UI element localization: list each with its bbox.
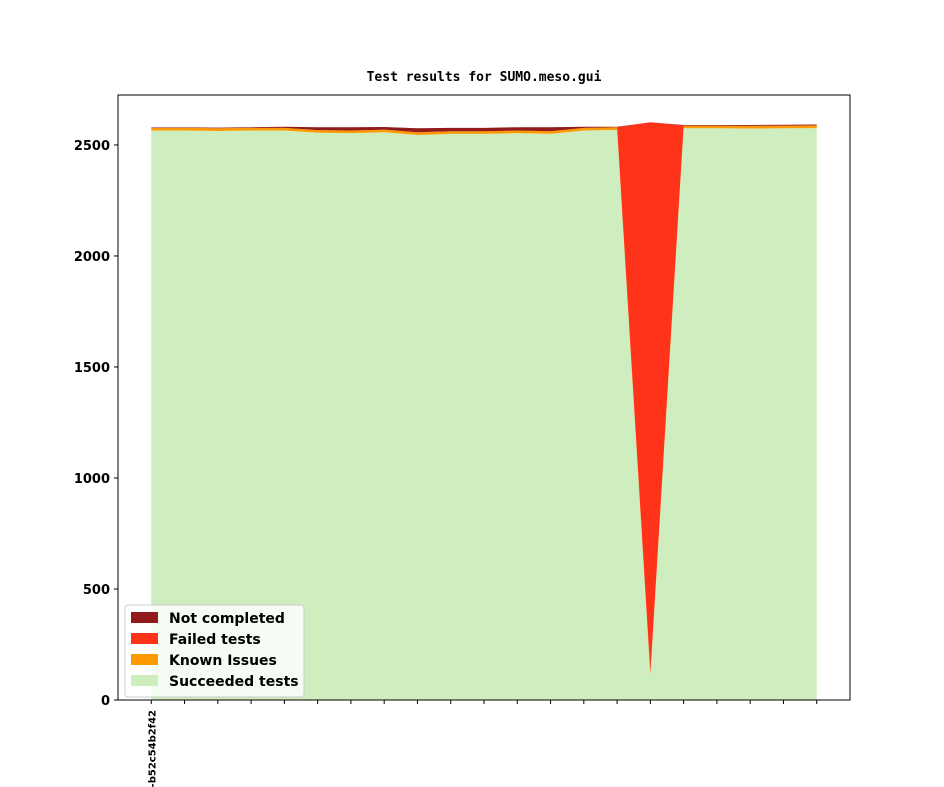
legend-swatch — [131, 633, 158, 644]
legend-swatch — [131, 675, 158, 686]
area — [151, 122, 817, 133]
legend-label: Succeeded tests — [169, 674, 299, 690]
legend-label: Not completed — [169, 611, 285, 627]
y-tick-label: 500 — [83, 583, 110, 598]
y-tick-label: 1000 — [74, 472, 110, 487]
legend: Not completed Failed tests Known Issues Suc… — [124, 604, 305, 698]
y-tick-label: 2500 — [74, 139, 110, 154]
area — [151, 128, 817, 700]
y-tick-label: 2000 — [74, 250, 110, 265]
y-tick-label: 1500 — [74, 361, 110, 376]
legend-label: Failed tests — [169, 632, 261, 648]
y-tick-label: 0 — [101, 694, 110, 709]
chart-title: Test results for SUMO.meso.gui — [367, 70, 602, 85]
legend-box — [124, 604, 305, 698]
x-tick-label: -b52c54b2f42 — [147, 710, 158, 787]
legend-label: Known Issues — [169, 653, 277, 669]
legend-swatch — [131, 612, 158, 623]
area — [151, 122, 817, 673]
legend-swatch — [131, 654, 158, 665]
